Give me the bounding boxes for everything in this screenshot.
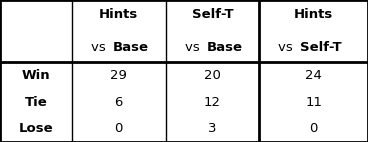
Text: Self-T: Self-T [192,8,233,21]
Text: Hints: Hints [99,8,138,21]
Text: Base: Base [207,41,243,54]
Text: Win: Win [22,69,50,82]
Text: 29: 29 [110,69,127,82]
Text: 6: 6 [114,96,123,109]
Text: Tie: Tie [25,96,47,109]
Text: 24: 24 [305,69,322,82]
Text: 3: 3 [208,122,217,135]
Text: Base: Base [113,41,149,54]
Text: 0: 0 [309,122,318,135]
Text: vs: vs [278,41,297,54]
Text: vs: vs [185,41,204,54]
Text: Self-T: Self-T [300,41,342,54]
Text: 12: 12 [204,96,221,109]
Text: Lose: Lose [18,122,53,135]
Text: Hints: Hints [294,8,333,21]
Text: 0: 0 [114,122,123,135]
Text: 20: 20 [204,69,221,82]
Text: vs: vs [91,41,110,54]
Text: 11: 11 [305,96,322,109]
